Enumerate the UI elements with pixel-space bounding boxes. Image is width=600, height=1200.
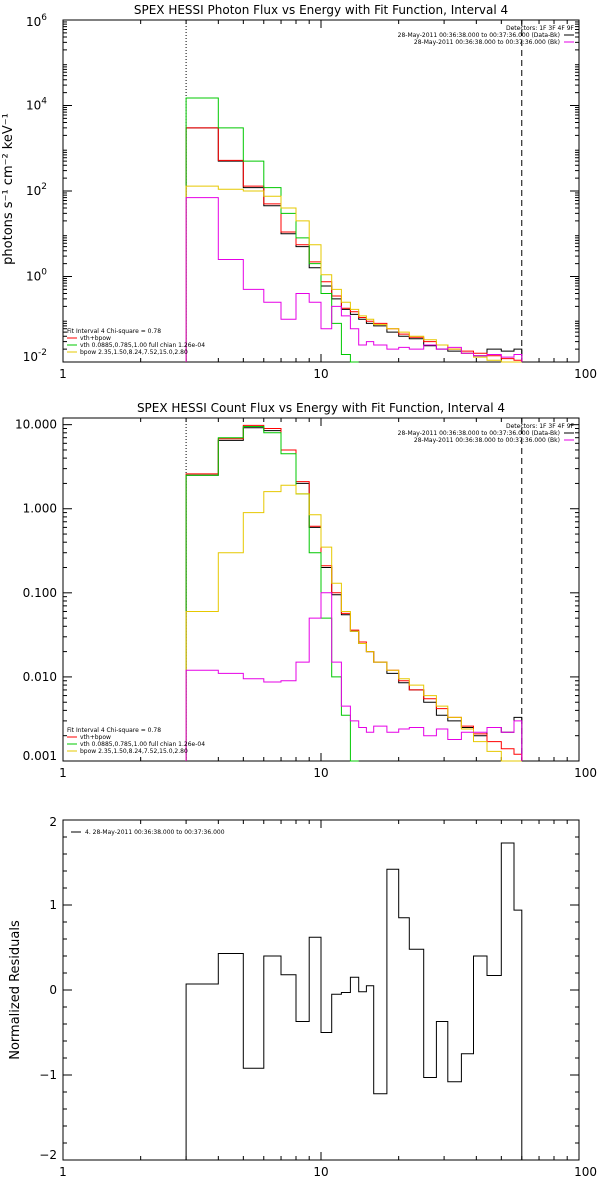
legend-entry: vth+bpow — [80, 335, 111, 342]
y-tick-label: 1.000 — [23, 502, 57, 516]
y-tick-label: 0.010 — [23, 670, 57, 684]
y-tick-label: 0.100 — [23, 586, 57, 600]
series-line-0 — [185, 427, 523, 761]
y-tick-label: 2 — [49, 815, 57, 829]
y-tick-label: 10.000 — [15, 418, 57, 432]
y-tick-label: 10-2 — [23, 348, 47, 364]
series-line-3 — [185, 185, 522, 363]
y-tick-label: 106 — [26, 13, 47, 29]
legend-entry: vth 0.0885,0.785,1.00 full chian 1.26e-0… — [80, 342, 205, 349]
y-axis-label: photons s⁻¹ cm⁻² keV⁻¹ — [1, 113, 16, 265]
x-tick-label: 100 — [574, 1165, 597, 1179]
series-line-4 — [185, 592, 523, 761]
y-tick-label: −2 — [39, 1148, 57, 1162]
x-tick-label: 100 — [574, 367, 597, 381]
legend-entry: Detectors: 1F 3F 4F 9F — [506, 25, 575, 32]
series-line-2 — [185, 426, 359, 762]
x-tick-label: 10 — [313, 1165, 328, 1179]
panel-title: SPEX HESSI Photon Flux vs Energy with Fi… — [134, 3, 508, 17]
series-line-0 — [185, 127, 523, 362]
series-line-4 — [185, 197, 523, 362]
legend-entry: bpow 2.35,1.50,8.24,7.52,15.0,2.80 — [80, 349, 188, 356]
count-flux-panel: SPEX HESSI Count Flux vs Energy with Fit… — [15, 401, 597, 780]
legend-entry: bpow 2.35,1.50,8.24,7.52,15.0,2.80 — [80, 748, 188, 755]
y-axis-label: Normalized Residuals — [8, 920, 23, 1060]
legend-entry: 28-May-2011 00:36:38.000 to 00:37:36.000… — [398, 430, 560, 437]
x-tick-label: 10 — [313, 367, 328, 381]
y-tick-label: 0 — [49, 983, 57, 997]
x-tick-label: 1 — [59, 367, 67, 381]
legend-entry: Detectors: 1F 3F 4F 9F — [506, 423, 575, 430]
legend-entry: 4. 28-May-2011 00:36:38.000 to 00:37:36.… — [85, 829, 225, 836]
legend-entry: 28-May-2011 00:36:38.000 to 00:37:36.000… — [414, 39, 560, 46]
panel-title: SPEX HESSI Count Flux vs Energy with Fit… — [137, 401, 505, 415]
legend-entry: Fit Interval 4 Chi-square = 0.78 — [67, 328, 161, 335]
legend-entry: vth 0.0885,0.785,1.00 full chian 1.26e-0… — [80, 741, 205, 748]
legend-entry: 28-May-2011 00:36:38.000 to 00:37:36.000… — [414, 437, 560, 444]
series-line-1 — [185, 127, 523, 362]
y-tick-label: 104 — [26, 97, 47, 113]
legend-entry: vth+bpow — [80, 734, 111, 741]
x-tick-label: 1 — [59, 1165, 67, 1179]
y-tick-label: 0.001 — [23, 749, 57, 763]
x-tick-label: 1 — [59, 766, 67, 780]
residuals-panel: Normalized Residuals 1 10 100 −2 −1 0 1 2 4. 28-… — [8, 815, 597, 1179]
legend-entry: Fit Interval 4 Chi-square = 0.78 — [67, 727, 161, 734]
legend-entry: 28-May-2011 00:36:38.000 to 00:37:36.000… — [398, 32, 560, 39]
series-line-2 — [185, 97, 359, 363]
x-tick-label: 100 — [574, 766, 597, 780]
series-line-0 — [185, 842, 523, 1160]
x-tick-label: 10 — [313, 766, 328, 780]
y-tick-label: 100 — [26, 268, 47, 284]
y-tick-label: 1 — [49, 898, 57, 912]
series-line-3 — [185, 484, 522, 762]
photon-flux-panel: SPEX HESSI Photon Flux vs Energy with Fi… — [1, 3, 597, 381]
series-line-1 — [185, 424, 523, 761]
y-tick-label: −1 — [39, 1068, 57, 1082]
y-tick-label: 102 — [26, 182, 47, 198]
